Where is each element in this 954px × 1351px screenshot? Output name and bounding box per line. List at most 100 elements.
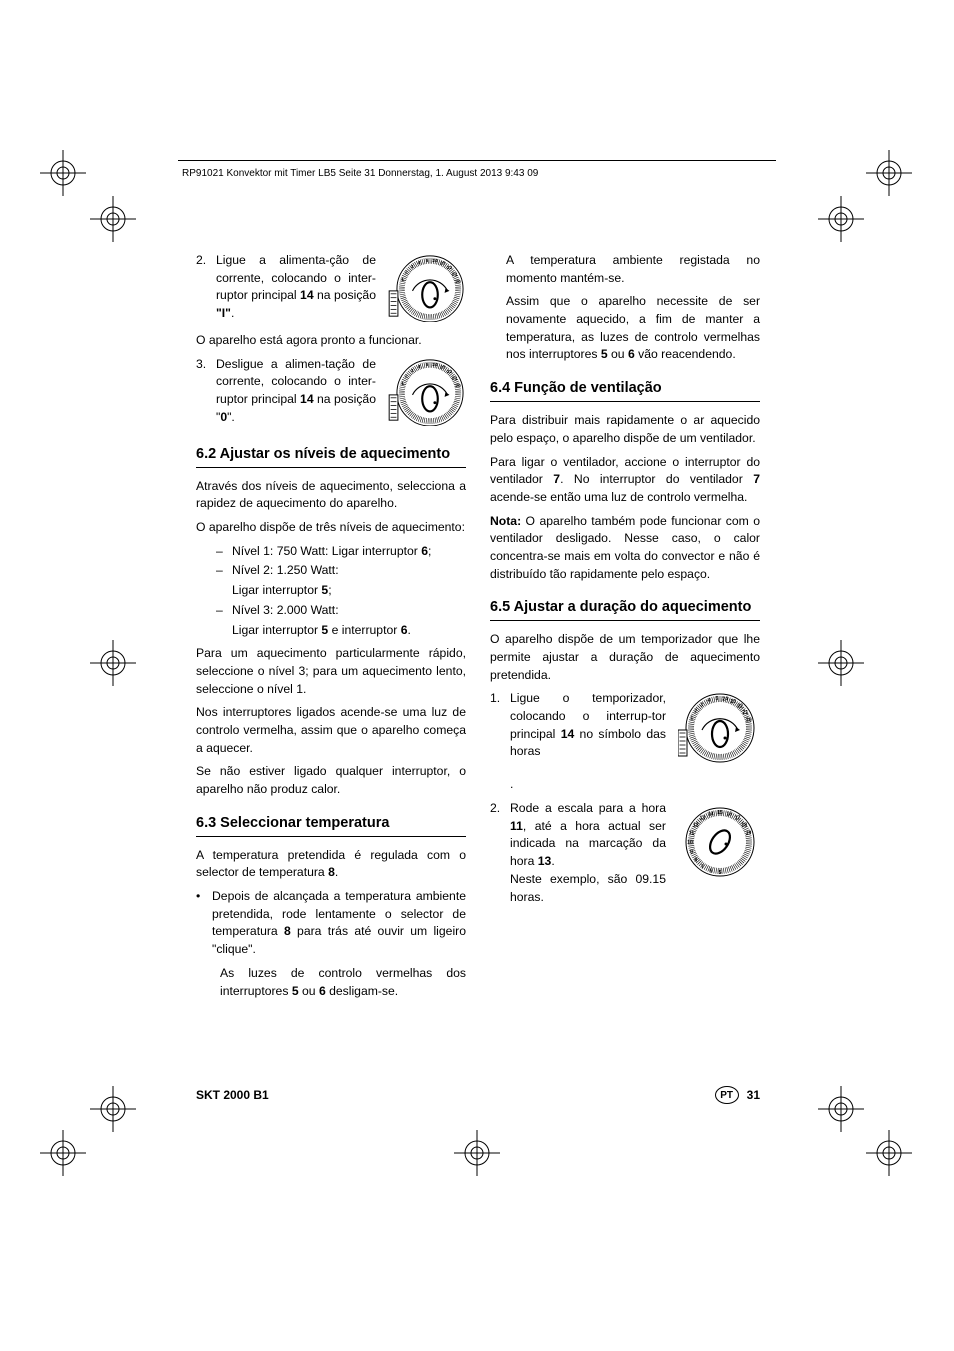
svg-text:24: 24 <box>432 362 438 368</box>
svg-text:19: 19 <box>746 831 752 837</box>
heading-rule <box>196 467 466 468</box>
svg-text:2: 2 <box>694 709 697 715</box>
svg-text:21: 21 <box>452 375 458 381</box>
svg-text:23: 23 <box>440 261 446 267</box>
reg-mark-br2 <box>818 1086 864 1132</box>
heading-6-3: 6.3 Seleccionar temperatura <box>196 813 466 834</box>
body-text: O aparelho dispõe de três níveis de aque… <box>196 519 466 537</box>
body-text: Para ligar o ventilador, accione o inter… <box>490 454 760 507</box>
svg-text:4: 4 <box>418 364 421 370</box>
body-text: . <box>510 776 760 794</box>
body-text: A temperatura pretendida é regulada com … <box>196 847 466 882</box>
list-text: Rode a escala para a hora 11, até a hora… <box>510 800 666 906</box>
svg-text:14: 14 <box>708 812 714 818</box>
list-text: Ligue a alimenta-ção de corrente, coloca… <box>216 252 376 326</box>
svg-text:3: 3 <box>700 703 703 709</box>
list-text: Nível 1: 750 Watt: Ligar interruptor 6; <box>232 543 431 561</box>
svg-text:22: 22 <box>447 369 453 375</box>
svg-text:23: 23 <box>440 364 446 370</box>
svg-text:20: 20 <box>746 718 752 724</box>
svg-text:1: 1 <box>401 277 404 283</box>
svg-text:12: 12 <box>693 822 699 828</box>
svg-text:5: 5 <box>715 697 718 703</box>
svg-text:8: 8 <box>694 858 697 864</box>
svg-text:2: 2 <box>405 270 408 276</box>
heading-rule <box>196 836 466 837</box>
timer-dial-icon: 123452423222120 <box>388 356 472 426</box>
list-text: Nível 3: 2.000 Watt: <box>232 602 339 620</box>
list-text: Ligue o temporizador, colocando o interr… <box>510 690 666 770</box>
svg-text:9: 9 <box>690 849 693 855</box>
list-text: Ligar interruptor 5 e interruptor 6. <box>232 622 411 640</box>
timer-dial-rotated-icon: 5 6789 10 11 12131415161718 19 <box>678 800 762 876</box>
timer-dial-icon: 123452423222120 <box>388 252 472 322</box>
svg-text:2: 2 <box>405 373 408 379</box>
list-num: 1. <box>490 690 504 770</box>
svg-text:1: 1 <box>690 716 693 722</box>
header-text: RP91021 Konvektor mit Timer LB5 Seite 31… <box>182 168 538 179</box>
svg-text:3: 3 <box>411 264 414 270</box>
svg-text:5: 5 <box>719 870 722 876</box>
reg-mark-tr <box>866 150 912 196</box>
svg-text:21: 21 <box>743 711 749 717</box>
svg-text:1: 1 <box>401 381 404 387</box>
svg-text:6: 6 <box>709 869 712 875</box>
reg-mark-ml <box>90 640 136 686</box>
reg-mark-bl <box>40 1130 86 1176</box>
body-text: Assim que o aparelho necessite de ser no… <box>506 293 760 364</box>
svg-text:7: 7 <box>701 864 704 870</box>
svg-text:23: 23 <box>730 699 736 705</box>
svg-text:24: 24 <box>432 258 438 264</box>
reg-mark-bl2 <box>90 1086 136 1132</box>
svg-text:17: 17 <box>735 816 741 822</box>
heading-rule <box>490 401 760 402</box>
page-footer: SKT 2000 B1 PT 31 <box>196 1086 760 1104</box>
heading-6-2: 6.2 Ajustar os níveis de aquecimento <box>196 444 466 465</box>
right-column: A temperatura ambiente registada no mome… <box>490 252 760 1006</box>
svg-text:22: 22 <box>447 265 453 271</box>
svg-text:11: 11 <box>689 831 695 837</box>
body-text: Nota: O aparelho também pode funcionar c… <box>490 513 760 584</box>
reg-mark-br <box>866 1130 912 1176</box>
list-num: 3. <box>196 356 210 430</box>
heading-6-4: 6.4 Função de ventilação <box>490 378 760 399</box>
list-text: Ligar interruptor 5; <box>232 582 332 600</box>
body-text: A temperatura ambiente registada no mome… <box>506 252 760 287</box>
timer-dial-icon: 123452423222120 <box>678 690 762 766</box>
svg-text:10: 10 <box>687 840 693 846</box>
body-text: Nos interruptores ligados acende-se uma … <box>196 704 466 757</box>
svg-text:20: 20 <box>455 279 461 285</box>
svg-text:21: 21 <box>452 271 458 277</box>
footer-model: SKT 2000 B1 <box>196 1088 269 1102</box>
list-text: As luzes de controlo vermelhas dos inter… <box>220 965 466 1000</box>
svg-text:15: 15 <box>717 810 723 816</box>
list-text: Desligue a alimen-tação de corrente, col… <box>216 356 376 430</box>
svg-text:16: 16 <box>726 812 732 818</box>
body-text: Para distribuir mais rapidamente o ar aq… <box>490 412 760 447</box>
reg-mark-bc <box>454 1130 500 1176</box>
body-text: Através dos níveis de aquecimento, selec… <box>196 478 466 513</box>
svg-text:5: 5 <box>426 258 429 264</box>
svg-text:24: 24 <box>722 697 728 703</box>
body-text: O aparelho dispõe de um temporizador que… <box>490 631 760 684</box>
reg-mark-tr2 <box>818 196 864 242</box>
body-text: Se não estiver ligado qualquer interrupt… <box>196 763 466 798</box>
list-text: Nível 2: 1.250 Watt: <box>232 562 339 580</box>
svg-text:3: 3 <box>411 368 414 374</box>
left-column: 2. Ligue a alimenta-ção de corrente, col… <box>196 252 466 1006</box>
lang-badge: PT <box>715 1086 739 1104</box>
body-text: O aparelho está agora pronto a funcionar… <box>196 332 466 350</box>
heading-6-5: 6.5 Ajustar a duração do aquecimento <box>490 597 760 618</box>
reg-mark-tl <box>40 150 86 196</box>
svg-text:13: 13 <box>700 816 706 822</box>
svg-text:4: 4 <box>707 699 710 705</box>
page-number: 31 <box>747 1088 760 1102</box>
heading-rule <box>490 620 760 621</box>
svg-text:5: 5 <box>426 362 429 368</box>
list-text: Depois de alcançada a temperatura ambien… <box>212 888 466 959</box>
body-text: Para um aquecimento particularmente rápi… <box>196 645 466 698</box>
header-rule <box>178 160 776 161</box>
reg-mark-mr <box>818 640 864 686</box>
svg-text:18: 18 <box>741 822 747 828</box>
reg-mark-tl2 <box>90 196 136 242</box>
